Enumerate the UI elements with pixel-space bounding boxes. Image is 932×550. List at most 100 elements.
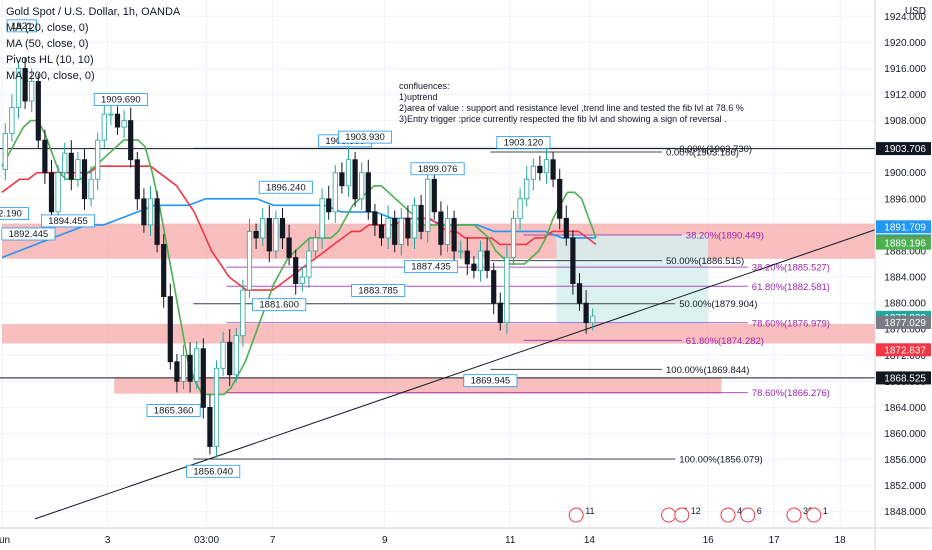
price-badge	[876, 315, 931, 329]
y-tick-label: 1884.000	[884, 273, 926, 284]
candle-body	[339, 172, 345, 187]
pivot-box	[41, 214, 96, 228]
note-title: confluences:	[399, 81, 450, 91]
candle-body	[451, 217, 457, 252]
candle-body	[207, 407, 213, 447]
indicator-pivots[interactable]: Pivots HL (10, 10)	[6, 54, 94, 66]
candle-body	[464, 250, 470, 265]
symbol-title[interactable]: Gold Spot / U.S. Dollar, 1h, OANDA	[6, 6, 181, 18]
candle-body	[35, 81, 41, 141]
pivot-label: 1881.600	[259, 300, 299, 311]
candle-body	[75, 159, 81, 180]
indicator-ma20[interactable]: MA (20, close, 0)	[6, 22, 89, 34]
candle-body	[220, 341, 226, 369]
y-tick-label: 1848.000	[884, 507, 926, 518]
candle-body	[88, 178, 94, 200]
x-tick-label: 03:00	[194, 535, 219, 546]
price-axis	[875, 0, 932, 550]
candle-body	[81, 159, 88, 200]
candle-body	[246, 231, 253, 291]
y-tick-label: 1880.000	[884, 299, 926, 310]
price-badge-label: 1889.196	[884, 239, 926, 250]
pivot-box	[186, 464, 241, 478]
candle-body	[385, 217, 391, 239]
pivot-box	[1, 227, 56, 241]
fib-level-label: 61.80%(1882.581)	[752, 282, 830, 293]
candle-body	[121, 120, 127, 128]
candle-body	[458, 250, 464, 253]
event-count: 12	[691, 506, 701, 516]
candle-body	[517, 198, 523, 219]
pivot-label: 1899.076	[418, 164, 458, 175]
ma50-line	[1, 165, 597, 291]
candle-body	[392, 217, 398, 245]
event-count: 4	[737, 506, 742, 516]
price-badge	[876, 142, 931, 156]
ma200-line	[1, 198, 596, 259]
candle-body	[154, 198, 160, 245]
pivot-box	[337, 130, 392, 144]
pivot-box	[93, 93, 148, 106]
candle-body	[273, 217, 279, 252]
candle-body	[286, 237, 292, 258]
pivot-box	[403, 260, 458, 274]
indicator-ma50[interactable]: MA (50, close, 0)	[6, 38, 89, 50]
price-badge	[876, 343, 931, 357]
indicator-ma200[interactable]: MA (200, close, 0)	[6, 70, 95, 82]
fib-level-label: 50.00%(1879.904)	[679, 299, 757, 310]
pivot-label: 1865.360	[154, 406, 194, 417]
x-tick-label: Jun	[0, 535, 10, 546]
candle-body	[253, 231, 259, 239]
candle-body	[557, 178, 563, 219]
y-tick-label: 1896.000	[884, 194, 926, 205]
fib-level-label: 100.00%(1869.844)	[666, 365, 749, 376]
candle-body	[55, 172, 61, 213]
pivot-label: 1869.945	[471, 376, 511, 387]
pivot-label: 1887.435	[411, 262, 451, 273]
candle-body	[378, 224, 385, 239]
candle-body	[524, 178, 530, 200]
event-flag-icon	[568, 507, 584, 523]
note-line: 2)area of value : support and resistance…	[399, 103, 744, 113]
candle-body	[352, 159, 358, 200]
candle-body	[174, 361, 180, 382]
event-flag-icon	[661, 507, 677, 523]
candle-body	[42, 139, 48, 174]
candle-body	[22, 68, 28, 102]
candle-body	[576, 283, 583, 304]
pivot-label: 1903.930	[345, 132, 385, 143]
candle-body	[180, 354, 187, 382]
candle-body	[29, 81, 35, 102]
candle-body	[240, 289, 246, 337]
candle-body	[365, 172, 371, 213]
pivot-box	[351, 284, 406, 297]
pivot-box	[258, 180, 313, 194]
fib-level-label: 100.00%(1856.079)	[679, 455, 762, 466]
candle-body	[563, 217, 569, 239]
fib-level-label: 50.00%(1886.515)	[666, 256, 744, 267]
candle-body	[405, 217, 411, 239]
candle-body	[9, 107, 15, 135]
support-resistance-zone	[2, 323, 875, 344]
candle-body	[101, 113, 107, 141]
event-flag-icon	[786, 507, 802, 523]
candle-body	[570, 237, 576, 284]
note-line: 3)Entry trigger :price currently respect…	[399, 114, 727, 124]
pivot-box	[463, 374, 518, 388]
candle-body	[68, 152, 74, 180]
candle-body	[583, 302, 589, 324]
y-tick-label: 1912.000	[884, 90, 926, 101]
confluence-note[interactable]: confluences: 1)uptrend 2)area of value :…	[399, 81, 744, 125]
x-tick-label: 11	[505, 535, 516, 546]
candle-body	[319, 198, 325, 239]
event-flag-icon	[674, 507, 690, 523]
support-resistance-zone	[114, 377, 722, 394]
candle-body	[306, 250, 312, 278]
chart-legend: Gold Spot / U.S. Dollar, 1h, OANDA MA (2…	[6, 4, 180, 84]
target-box	[556, 234, 709, 324]
pivot-box	[146, 404, 201, 417]
candle-body	[312, 237, 319, 252]
candle-body	[550, 159, 556, 180]
candle-body	[372, 211, 378, 226]
